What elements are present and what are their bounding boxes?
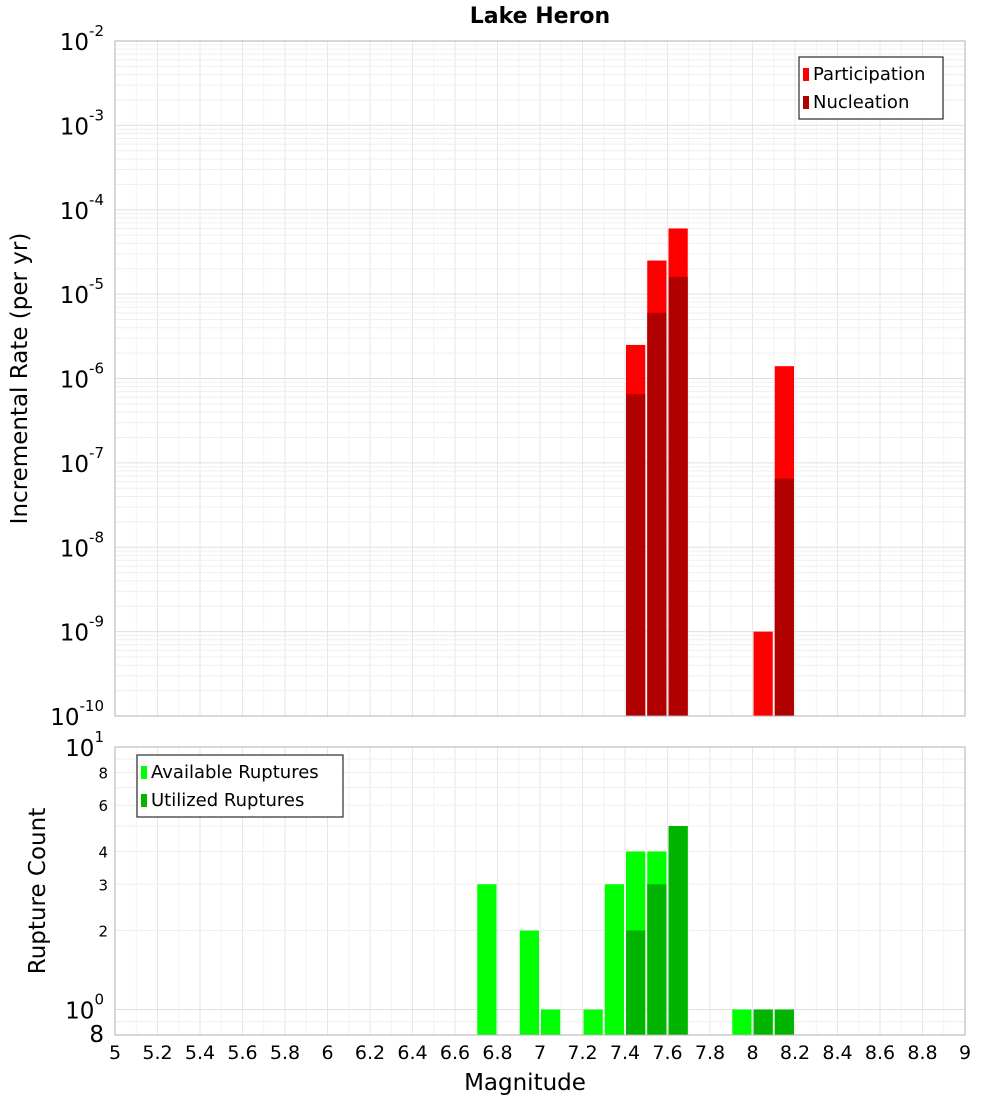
x-tick-label: 7.2 xyxy=(567,1042,597,1064)
legend-label: Utilized Ruptures xyxy=(151,790,304,811)
bar-available-ruptures xyxy=(732,1009,752,1035)
plot-frame xyxy=(114,40,966,717)
x-tick-label: 5.2 xyxy=(142,1042,172,1064)
x-tick-label: 8.2 xyxy=(780,1042,810,1064)
legend-swatch xyxy=(803,68,809,81)
bar-available-ruptures xyxy=(604,884,624,1035)
y-tick-label: 4 xyxy=(98,843,108,861)
y-tick-label: 10-7 xyxy=(60,444,104,478)
legend-swatch xyxy=(141,794,147,807)
bar-nucleation xyxy=(774,478,794,716)
y-tick-label: 10-5 xyxy=(60,275,104,309)
y-tick-label: 3 xyxy=(98,876,108,894)
y-axis-label: Rupture Count xyxy=(25,808,51,974)
y-tick-label: 10-8 xyxy=(60,528,104,562)
y-tick-label: 10-9 xyxy=(60,613,104,647)
bar-available-ruptures xyxy=(519,930,539,1035)
x-tick-label: 5 xyxy=(109,1042,121,1064)
x-tick-label: 6.4 xyxy=(397,1042,427,1064)
y-tick-label: 10-2 xyxy=(60,22,104,56)
y-tick-label: 8 xyxy=(98,764,108,782)
legend-label: Available Ruptures xyxy=(151,762,319,783)
chart-title: Lake Heron xyxy=(470,4,610,29)
bar-nucleation xyxy=(668,276,688,716)
y-tick-label: 10-3 xyxy=(60,106,104,140)
y-tick-label: 6 xyxy=(98,797,108,815)
panel-2: 100 101 2 3 4 6 8 8 Rupture Count Available Ruptu… xyxy=(25,728,966,1048)
panel-1: 10-10 10-9 10-8 10-7 10-6 10-5 10-4 10-3 10-2 Inc… xyxy=(7,22,966,731)
legend-label: Nucleation xyxy=(813,92,909,113)
x-axis-label: Magnitude xyxy=(464,1070,586,1096)
bar-available-ruptures xyxy=(583,1009,603,1035)
y-tick-label: 100 xyxy=(65,991,104,1025)
bar-nucleation xyxy=(647,312,667,716)
bar-utilized-ruptures xyxy=(774,1009,794,1035)
bar-participation xyxy=(753,631,773,716)
x-tick-label: 7.8 xyxy=(695,1042,725,1064)
bar-available-ruptures xyxy=(541,1009,561,1035)
x-tick-label: 7.4 xyxy=(610,1042,640,1064)
x-tick-label: 8.6 xyxy=(865,1042,895,1064)
y-axis-label: Incremental Rate (per yr) xyxy=(7,233,33,525)
x-tick-label: 8.8 xyxy=(907,1042,937,1064)
legend xyxy=(798,56,944,120)
bar-utilized-ruptures xyxy=(753,1009,773,1035)
x-tick-label: 6.6 xyxy=(440,1042,470,1064)
y-tick-label: 10-6 xyxy=(60,360,104,394)
y-tick-label: 8 xyxy=(89,1022,104,1048)
bar-utilized-ruptures xyxy=(626,930,646,1035)
x-tick-label: 7 xyxy=(534,1042,546,1064)
y-tick-label: 2 xyxy=(98,923,108,941)
x-tick-label: 6.8 xyxy=(482,1042,512,1064)
bar-utilized-ruptures xyxy=(668,826,688,1035)
x-tick-label: 9 xyxy=(959,1042,971,1064)
plot-frame xyxy=(114,746,966,1036)
legend-swatch xyxy=(141,766,147,779)
x-tick-label: 5.4 xyxy=(185,1042,215,1064)
legend-swatch xyxy=(803,96,809,109)
y-tick-label: 10-4 xyxy=(60,191,104,225)
x-tick-label: 6 xyxy=(321,1042,333,1064)
x-tick-label: 7.6 xyxy=(652,1042,682,1064)
legend-label: Participation xyxy=(813,64,925,85)
y-tick-label: 101 xyxy=(65,728,104,762)
x-tick-label: 5.6 xyxy=(227,1042,257,1064)
x-tick-label: 8.4 xyxy=(822,1042,852,1064)
x-tick-label: 6.2 xyxy=(355,1042,385,1064)
bar-available-ruptures xyxy=(477,884,497,1035)
bar-nucleation xyxy=(626,394,646,716)
y-tick-label: 10-10 xyxy=(50,697,104,731)
legend xyxy=(136,754,344,818)
bar-utilized-ruptures xyxy=(647,884,667,1035)
x-tick-label: 5.8 xyxy=(270,1042,300,1064)
x-tick-label: 8 xyxy=(746,1042,758,1064)
